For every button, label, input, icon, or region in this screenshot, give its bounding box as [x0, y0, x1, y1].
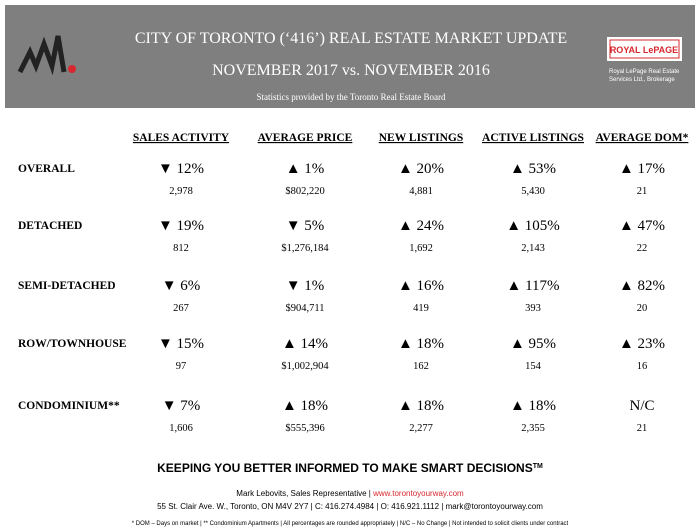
change: ▲ 23% [619, 336, 665, 352]
value: 21 [637, 423, 648, 434]
change: ▲ 18% [282, 398, 328, 414]
tagline: KEEPING YOU BETTER INFORMED TO MAKE SMAR… [157, 461, 543, 475]
value: 1,606 [169, 423, 193, 434]
change: ▼ 1% [286, 278, 325, 294]
change: ▼ 6% [162, 278, 201, 294]
change: ▲ 1% [286, 161, 325, 177]
change: ▲ 82% [619, 278, 665, 294]
change: ▼ 15% [158, 336, 204, 352]
value: 16 [637, 361, 648, 372]
change: ▲ 53% [510, 161, 556, 177]
brand-box [607, 37, 682, 61]
column-header: AVERAGE DOM* [596, 132, 689, 144]
column-header: ACTIVE LISTINGS [482, 132, 584, 144]
brand-line: Services Ltd., Brokerage [609, 77, 675, 83]
column-header: NEW LISTINGS [379, 132, 463, 144]
change: ▲ 47% [619, 218, 665, 234]
value: $555,396 [285, 423, 324, 434]
brand-line: Royal LePage Real Estate [609, 69, 680, 75]
website[interactable]: www.torontoyourway.com [372, 489, 464, 498]
source: Statistics provided by the Toronto Real … [257, 92, 446, 102]
value: 2,355 [521, 423, 545, 434]
change: ▲ 24% [398, 218, 444, 234]
value: 419 [413, 303, 429, 314]
footnote: * DOM – Days on market | ** Condominium … [132, 521, 569, 527]
value: 154 [525, 361, 542, 372]
value: 4,881 [409, 186, 433, 197]
change: N/C [629, 398, 654, 414]
agent-logo [17, 35, 76, 76]
change: ▲ 14% [282, 336, 328, 352]
row-label: CONDOMINIUM** [18, 400, 120, 412]
change: ▼ 7% [162, 398, 201, 414]
change: ▼ 19% [158, 218, 204, 234]
value: 2,143 [521, 243, 545, 254]
value: $1,002,904 [281, 361, 329, 372]
contact: Mark Lebovits, Sales Representative | ww… [236, 489, 464, 498]
value: 812 [173, 243, 189, 254]
brand-frame [609, 39, 680, 59]
change: ▲ 18% [398, 398, 444, 414]
change: ▼ 12% [158, 161, 204, 177]
row-label: SEMI-DETACHED [18, 280, 116, 292]
change: ▲ 16% [398, 278, 444, 294]
title: CITY OF TORONTO (‘416’) REAL ESTATE MARK… [135, 30, 567, 47]
address: 55 St. Clair Ave. W., Toronto, ON M4V 2Y… [157, 502, 543, 511]
value: 20 [637, 303, 648, 314]
brand-name: ROYAL LePAGE [610, 45, 678, 55]
subtitle: NOVEMBER 2017 vs. NOVEMBER 2016 [212, 62, 490, 79]
stats-table: SALES ACTIVITY AVERAGE PRICE NEW LISTINGS A… [18, 132, 689, 434]
header-band [5, 5, 695, 108]
row-label: ROW/TOWNHOUSE [18, 338, 127, 350]
value: 267 [173, 303, 189, 314]
value: 1,692 [409, 243, 433, 254]
value: $802,220 [285, 186, 324, 197]
change: ▲ 17% [619, 161, 665, 177]
change: ▲ 18% [510, 398, 556, 414]
value: 5,430 [521, 186, 545, 197]
value: 21 [637, 186, 648, 197]
value: $904,711 [286, 303, 325, 314]
value: 162 [413, 361, 429, 372]
change: ▲ 18% [398, 336, 444, 352]
value: 393 [525, 303, 541, 314]
column-header: SALES ACTIVITY [133, 132, 230, 144]
value: $1,276,184 [281, 243, 329, 254]
row-label: OVERALL [18, 163, 75, 175]
change: ▼ 5% [286, 218, 325, 234]
value: 22 [637, 243, 648, 254]
change: ▲ 20% [398, 161, 444, 177]
change: ▲ 95% [510, 336, 556, 352]
value: 2,978 [169, 186, 193, 197]
contact-name: Mark Lebovits, Sales Representative | [236, 489, 371, 498]
column-header: AVERAGE PRICE [258, 132, 353, 144]
row-label: DETACHED [18, 220, 82, 232]
value: 2,277 [409, 423, 433, 434]
change: ▲ 105% [506, 218, 560, 234]
change: ▲ 117% [506, 278, 559, 294]
trademark: TM [533, 463, 543, 470]
value: 97 [176, 361, 187, 372]
tagline-text: KEEPING YOU BETTER INFORMED TO MAKE SMAR… [157, 461, 533, 475]
